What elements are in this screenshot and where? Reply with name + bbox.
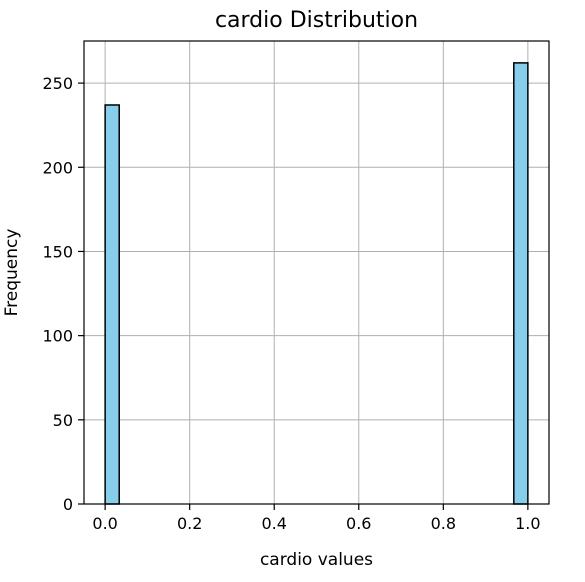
- y-tick-label-1: 50: [53, 411, 73, 430]
- chart-title: cardio Distribution: [215, 8, 418, 33]
- x-tick-label-1: 0.2: [177, 514, 202, 533]
- y-tick-label-5: 250: [42, 74, 73, 93]
- y-tick-label-2: 100: [42, 327, 73, 346]
- bars: [104, 62, 529, 505]
- plot-area-frame: [83, 40, 550, 505]
- x-tick-label-0: 0.0: [92, 514, 117, 533]
- x-tick-label-4: 0.8: [431, 514, 456, 533]
- y-axis-ticks: 0 50 100 150 200 250: [42, 74, 84, 514]
- y-tick-label-4: 200: [42, 158, 73, 177]
- x-tick-label-5: 1.0: [515, 514, 540, 533]
- bar-1: [513, 62, 529, 505]
- y-tick-label-3: 150: [42, 242, 73, 261]
- y-axis-label: Frequency: [2, 229, 22, 317]
- x-tick-label-2: 0.4: [262, 514, 287, 533]
- grid-lines: [84, 41, 549, 505]
- x-axis-ticks: 0.0 0.2 0.4 0.6 0.8 1.0: [92, 504, 541, 533]
- x-axis-label: cardio values: [260, 550, 373, 570]
- bar-0: [104, 104, 120, 505]
- y-tick-label-0: 0: [63, 495, 73, 514]
- x-tick-label-3: 0.6: [346, 514, 371, 533]
